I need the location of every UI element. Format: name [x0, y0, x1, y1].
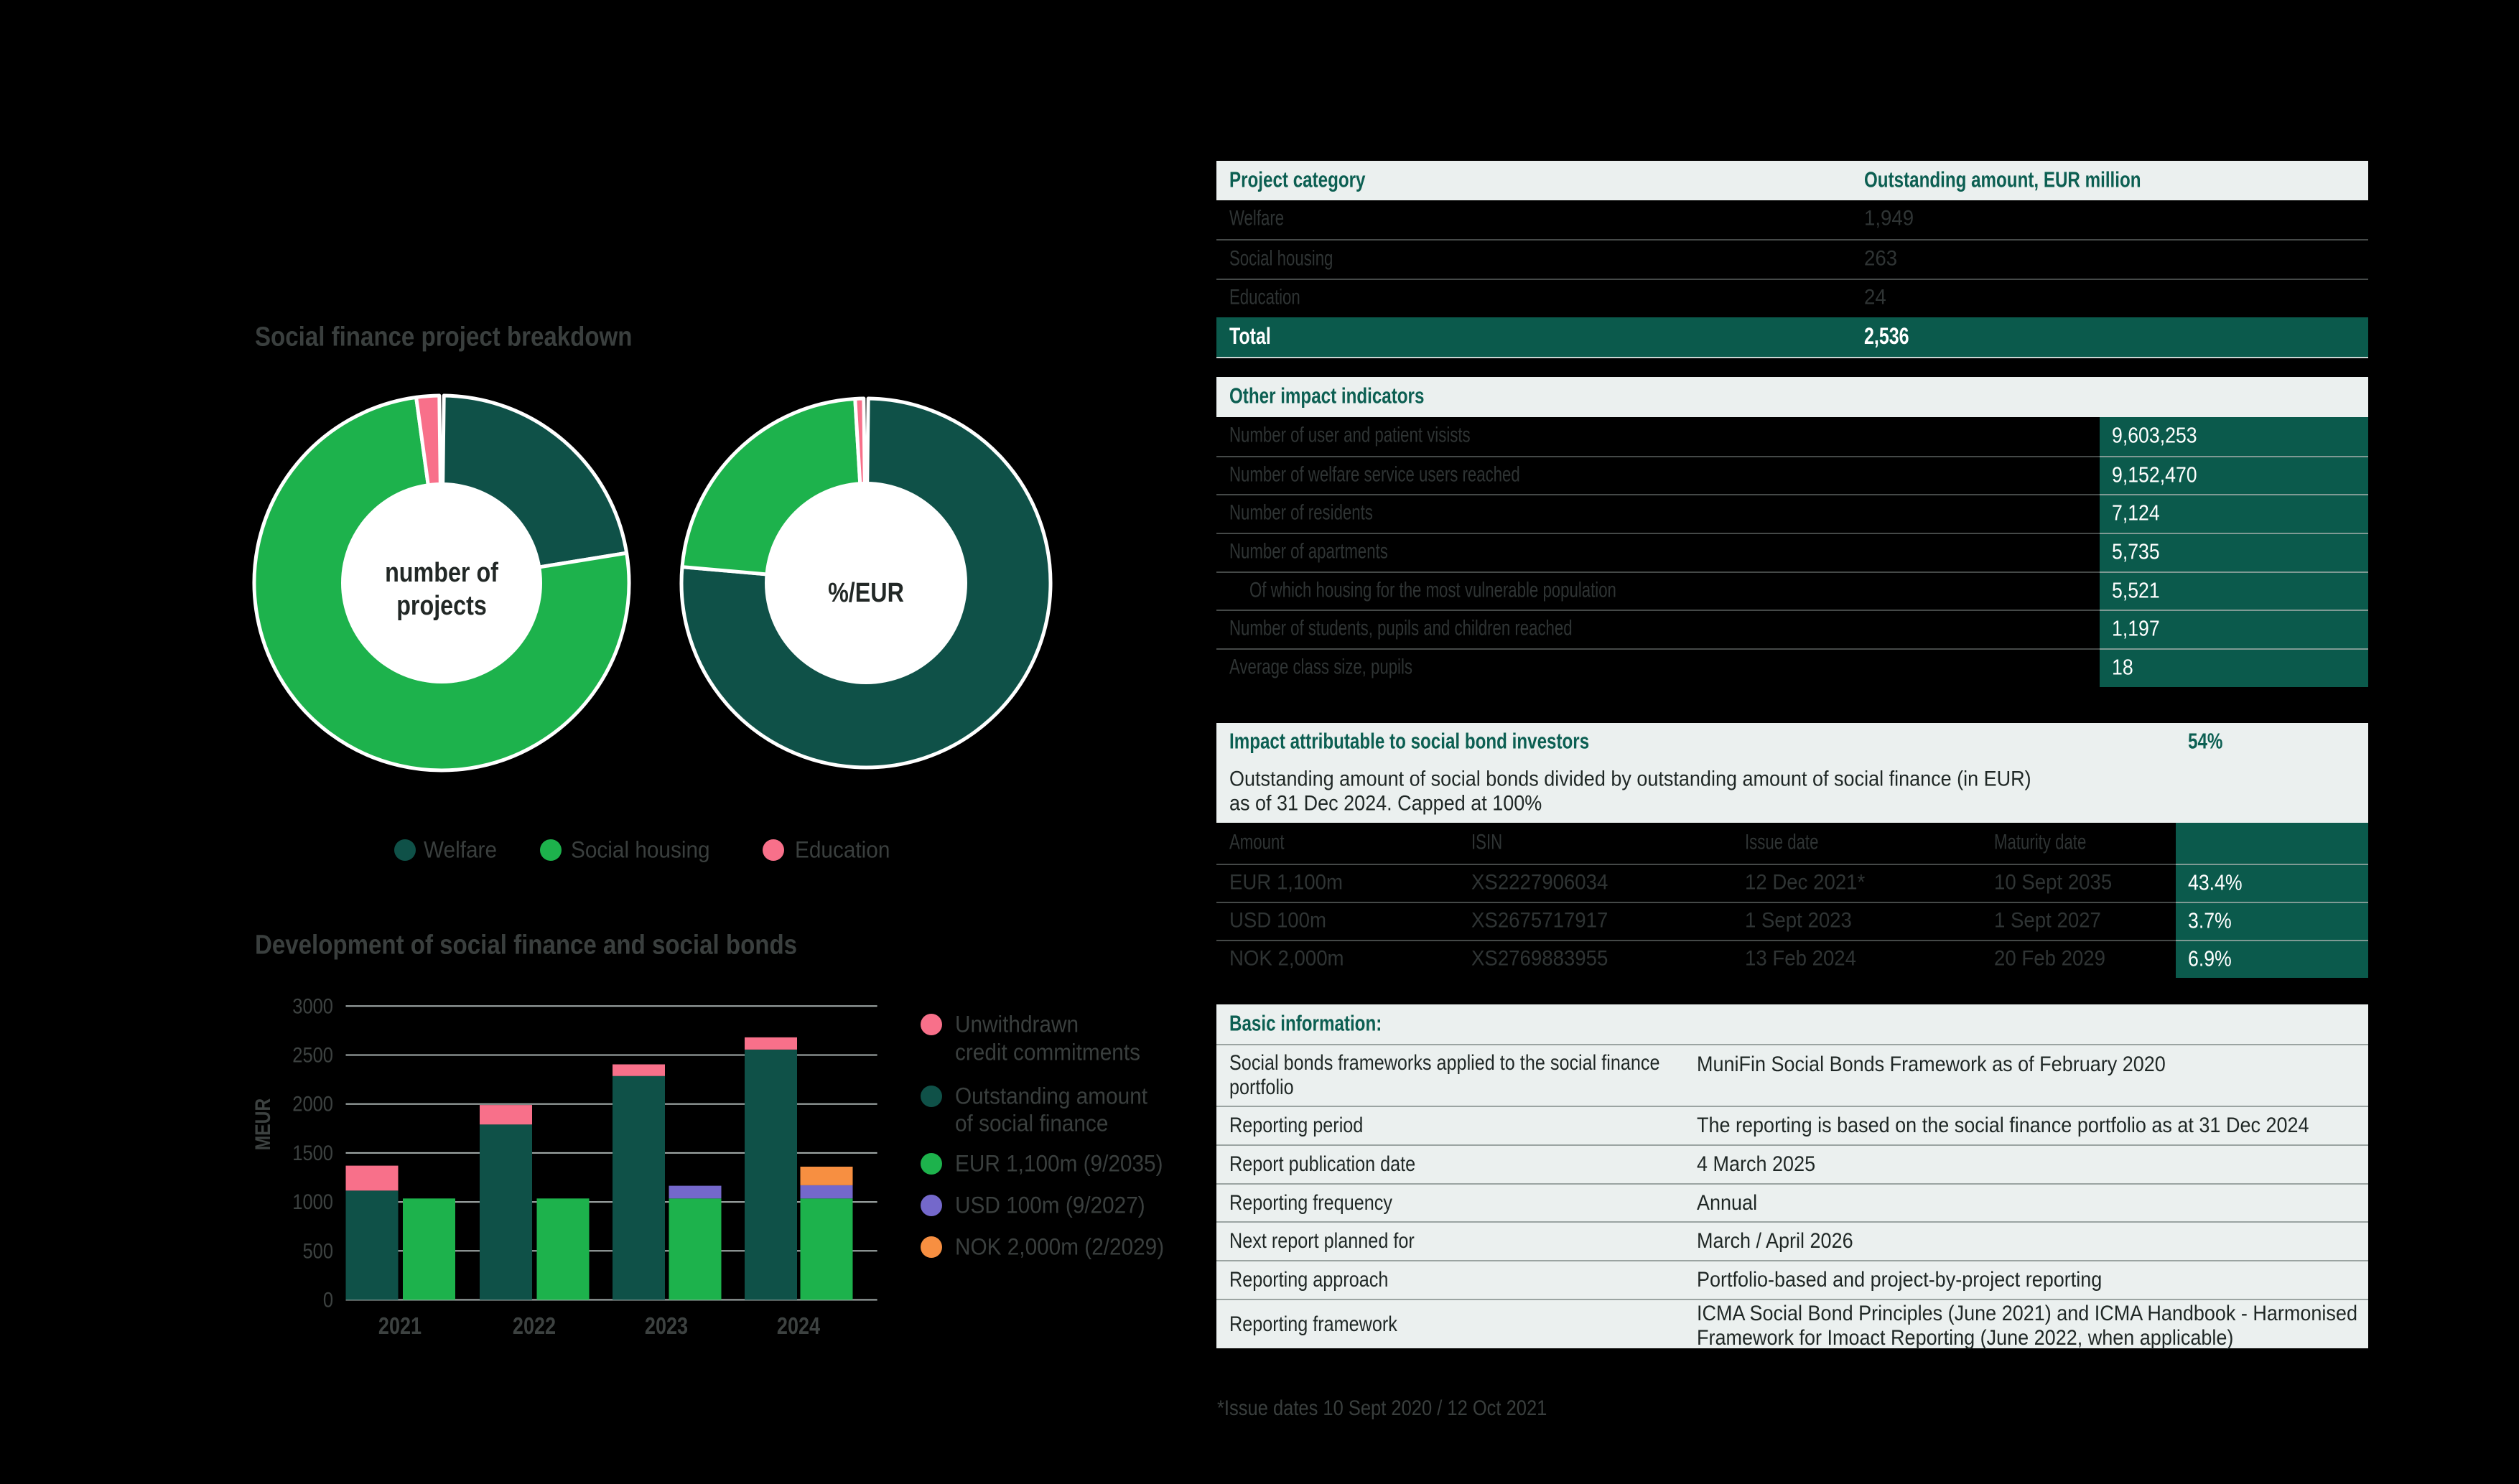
svg-text:projects: projects	[396, 591, 487, 621]
svg-text:0: 0	[323, 1288, 333, 1312]
svg-text:500: 500	[302, 1238, 333, 1262]
svg-text:2023: 2023	[645, 1314, 688, 1340]
svg-text:number of: number of	[385, 558, 498, 588]
svg-text:2500: 2500	[292, 1043, 333, 1067]
svg-text:3000: 3000	[292, 994, 333, 1017]
svg-text:MEUR: MEUR	[251, 1098, 275, 1151]
svg-text:1500: 1500	[292, 1141, 333, 1165]
svg-text:%/EUR: %/EUR	[828, 578, 904, 608]
svg-text:2022: 2022	[513, 1314, 556, 1340]
svg-text:2021: 2021	[378, 1314, 422, 1340]
svg-text:1000: 1000	[292, 1190, 333, 1213]
svg-text:2000: 2000	[292, 1092, 333, 1116]
svg-text:2024: 2024	[777, 1314, 820, 1340]
